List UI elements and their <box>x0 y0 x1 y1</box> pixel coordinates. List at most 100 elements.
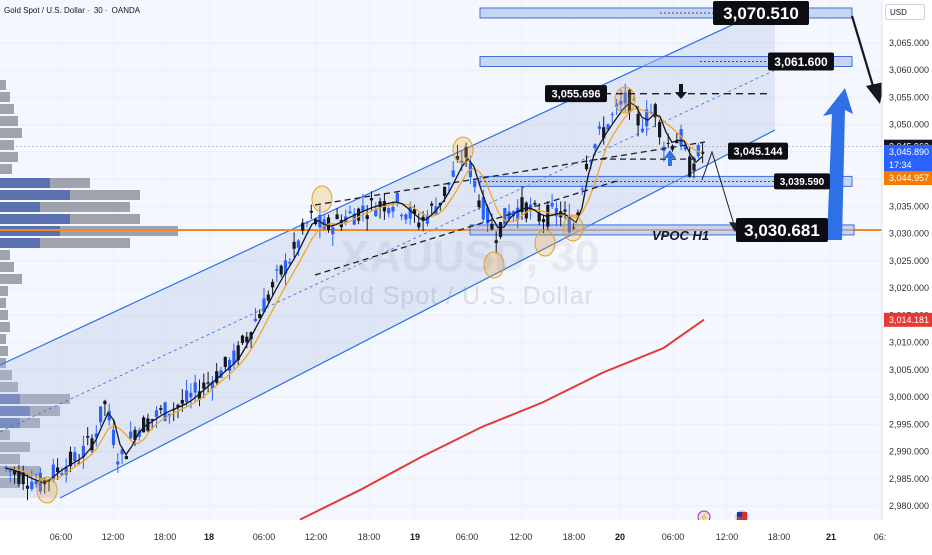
candle-body <box>460 160 464 163</box>
arrow-head <box>866 82 884 104</box>
volume-profile-bar <box>0 286 8 296</box>
price-tag-label: 17:34 <box>889 160 912 170</box>
price-tick-label: 3,060.000 <box>889 65 929 75</box>
highlight-circle <box>36 476 58 504</box>
level-label-box[interactable] <box>545 85 607 103</box>
level-label-box[interactable] <box>713 0 809 25</box>
volume-profile <box>0 80 178 488</box>
candle-body <box>361 205 365 212</box>
candle-body <box>124 456 128 460</box>
candle-body <box>688 156 692 177</box>
highlight-circle <box>534 229 556 257</box>
price-zone <box>479 56 853 68</box>
level-label-box[interactable] <box>736 217 828 242</box>
candle-body <box>666 142 670 144</box>
candle-body <box>537 212 541 222</box>
price-tick-label: 2,980.000 <box>889 501 929 511</box>
volume-profile-bar <box>0 214 140 224</box>
candle-body <box>580 188 584 190</box>
price-axis: 3,065.000 3,060.000 3,055.000 3,050.000 3,04… <box>881 0 932 550</box>
plot-area <box>0 0 882 520</box>
candle-body <box>584 163 589 170</box>
candle-body <box>64 466 68 475</box>
time-tick-label: 20 <box>615 532 625 542</box>
ma-fast-line <box>5 101 703 484</box>
volume-profile-bar <box>0 430 10 440</box>
candle-body <box>51 464 55 480</box>
time-tick-label: 18 <box>204 532 214 542</box>
candle-body <box>395 192 399 203</box>
time-tick-label: 12:00 <box>305 532 328 542</box>
candle-body <box>357 208 361 221</box>
time-tick-label: 12:00 <box>102 532 125 542</box>
symbol-name[interactable]: Gold Spot / U.S. Dollar <box>4 6 85 15</box>
interval-label[interactable]: 30 <box>93 6 103 15</box>
candle-body <box>696 145 700 157</box>
level-label: 3,061.600 <box>774 55 828 69</box>
time-tick-label: 12:00 <box>510 532 533 542</box>
candle-body <box>430 203 434 206</box>
candle-body <box>412 209 417 215</box>
candle-body <box>576 212 580 215</box>
candle-body <box>296 240 300 248</box>
candle-body <box>309 210 313 213</box>
candle-body <box>640 128 644 132</box>
small-up-arrow <box>664 150 676 166</box>
candle-body <box>593 144 597 149</box>
candle-body <box>387 208 391 214</box>
volume-profile-bar <box>0 250 10 260</box>
time-tick-label: 06:00 <box>662 532 685 542</box>
down-arrow <box>850 15 878 97</box>
candle-body <box>636 113 640 126</box>
flag-canton <box>737 512 742 517</box>
level-label-box[interactable] <box>774 173 830 190</box>
price-tick-label: 3,050.000 <box>889 120 929 130</box>
candle-body <box>490 223 494 230</box>
currency-button[interactable]: USD <box>885 4 925 20</box>
candle-body <box>202 382 206 389</box>
time-axis: 06:00 12:00 18:00 18 06:00 12:00 18:00 19 06:00 1… <box>0 520 886 550</box>
time-tick-label: 12:00 <box>716 532 739 542</box>
blue-up-arrow <box>823 88 853 240</box>
level-label-box[interactable] <box>728 142 788 160</box>
highlight-circle <box>452 136 474 164</box>
candle-body <box>206 382 210 384</box>
volume-profile-bar <box>0 152 18 162</box>
candle-body <box>240 335 245 344</box>
candle-body <box>331 227 335 235</box>
time-axis-background <box>0 520 882 550</box>
candle-body <box>283 260 288 274</box>
price-tag[interactable] <box>884 144 932 159</box>
volume-profile-bar <box>0 164 12 174</box>
candle-body <box>645 109 649 127</box>
candle-body <box>185 390 189 403</box>
price-tick-label: 3,020.000 <box>889 283 929 293</box>
time-tick-label: 18:00 <box>768 532 791 542</box>
candle-body <box>455 155 460 160</box>
price-tag[interactable] <box>884 312 932 327</box>
price-tag[interactable] <box>884 171 932 186</box>
channel-fill <box>0 5 775 498</box>
level-label-box[interactable] <box>768 52 834 71</box>
small-down-arrow <box>675 84 687 99</box>
volume-profile-bar <box>0 406 60 416</box>
ma-slow-line <box>5 107 703 481</box>
candle-body <box>197 391 202 400</box>
volume-profile-bar <box>0 104 14 114</box>
price-tag[interactable] <box>884 158 932 173</box>
candle-body <box>554 208 558 217</box>
volume-profile-bar <box>0 322 10 332</box>
candle-body <box>533 202 537 205</box>
candle-body <box>258 314 262 319</box>
candle-body <box>94 433 98 438</box>
candle-body <box>73 452 77 462</box>
candle-body <box>120 449 124 455</box>
candle-body <box>262 298 266 313</box>
candle-body <box>374 209 378 217</box>
candle-body <box>86 436 90 438</box>
candle-body <box>301 222 305 231</box>
candle-body <box>90 438 94 451</box>
